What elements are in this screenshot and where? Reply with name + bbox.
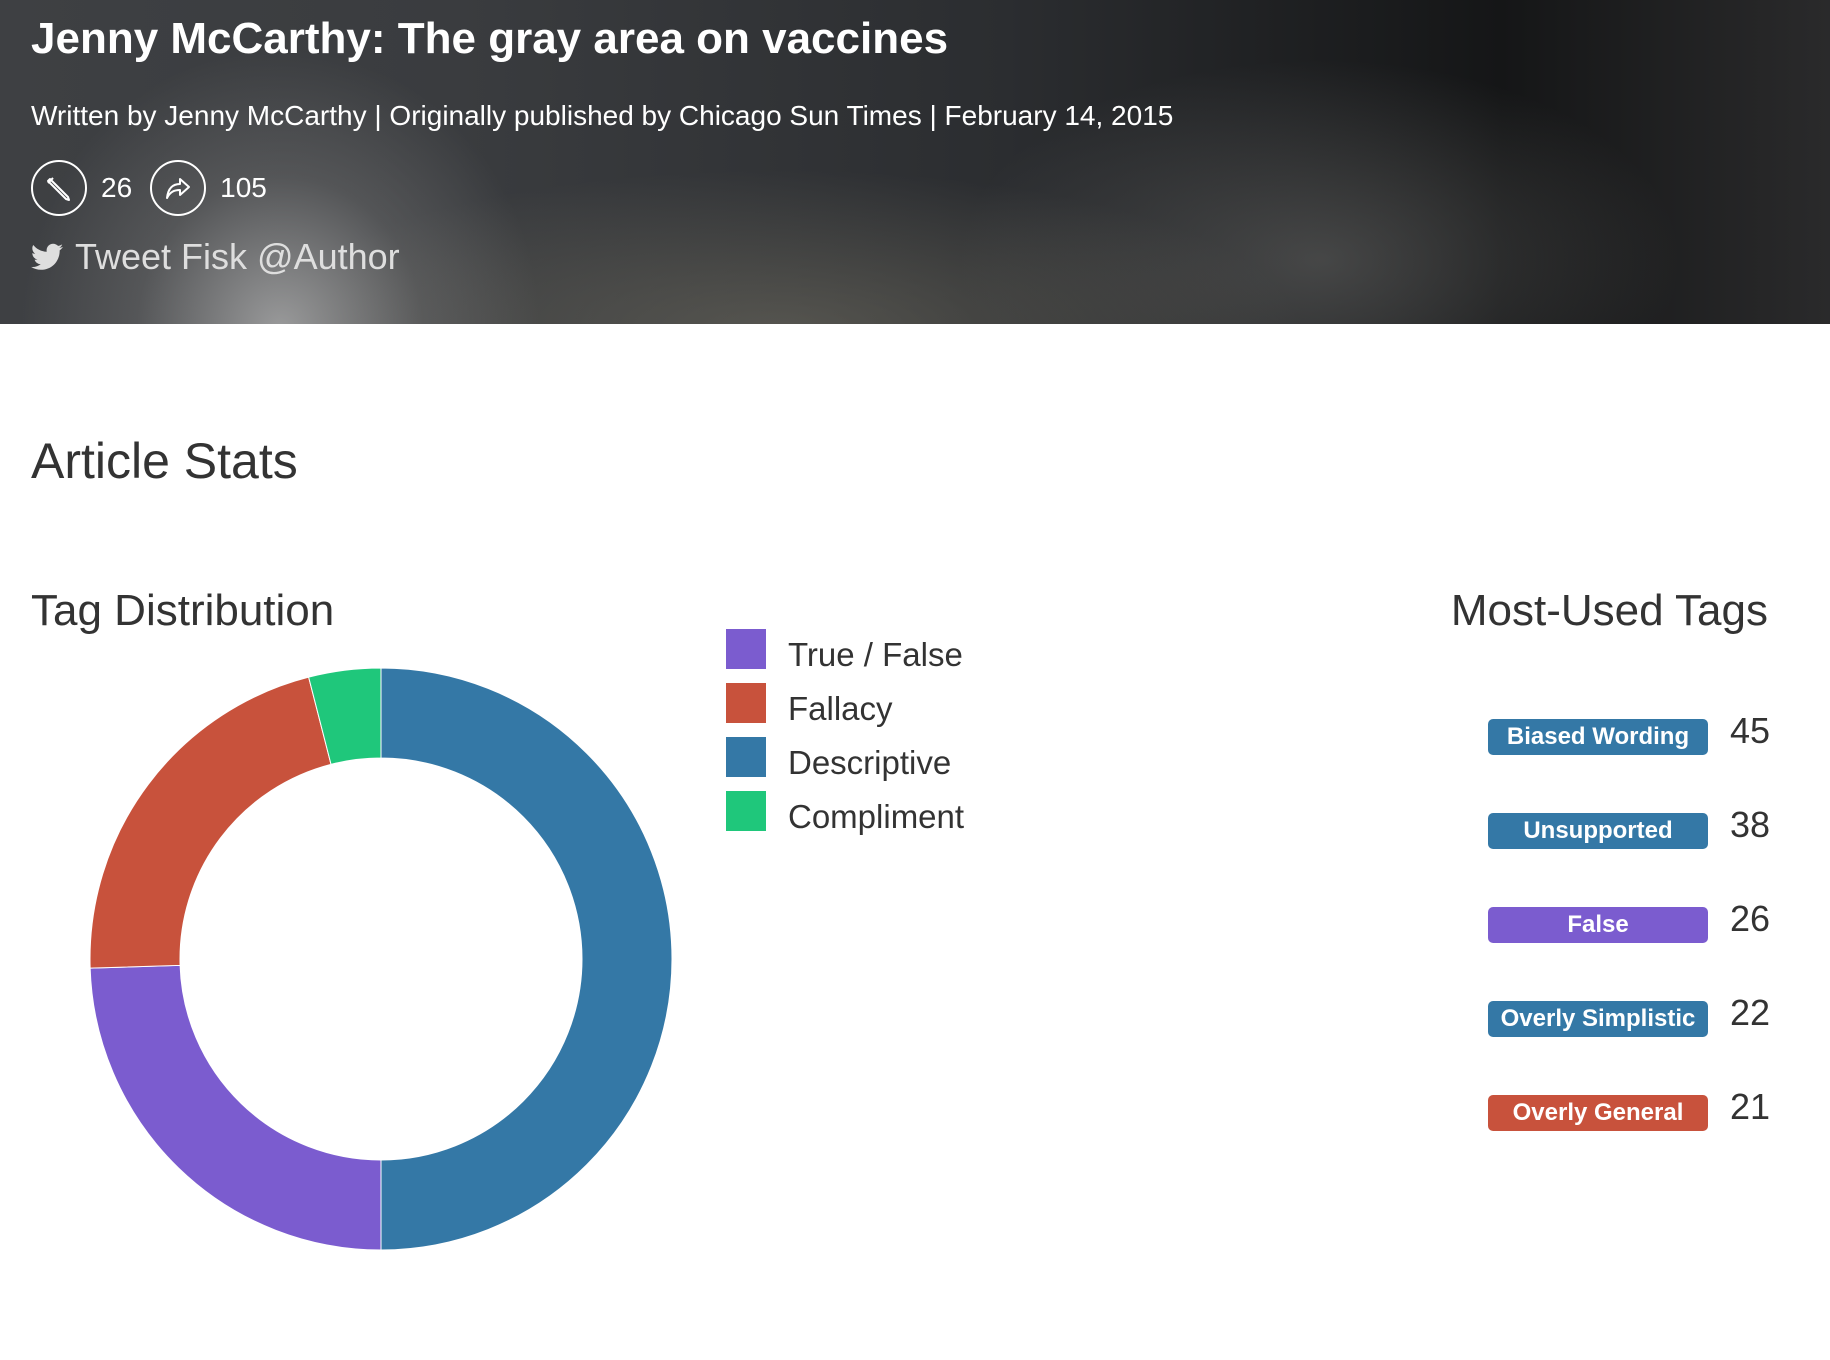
legend-swatch	[726, 791, 766, 831]
most-used-tags-title: Most-Used Tags	[1450, 586, 1768, 635]
donut-slice-true-false[interactable]	[89, 964, 382, 1251]
donut-slice-compliment[interactable]	[308, 667, 382, 765]
tag-count: 22	[1729, 992, 1770, 1033]
tag-row: False 26	[1488, 878, 1770, 972]
article-title: Jenny McCarthy: The gray area on vaccine…	[31, 14, 949, 63]
tag-badge[interactable]: Overly Simplistic	[1488, 1001, 1708, 1037]
legend-label: True / False	[788, 636, 963, 673]
tag-row: Overly General 21	[1488, 1066, 1770, 1160]
legend-swatch	[726, 683, 766, 723]
legend-item: Fallacy	[726, 676, 964, 730]
article-byline: Written by Jenny McCarthy | Originally p…	[31, 100, 1174, 131]
legend-item: Compliment	[726, 784, 964, 838]
legend-swatch	[726, 737, 766, 777]
tag-badge[interactable]: False	[1488, 907, 1708, 943]
legend-item: True / False	[726, 622, 964, 676]
article-header: Jenny McCarthy: The gray area on vaccine…	[0, 0, 1830, 324]
tag-count: 21	[1729, 1086, 1770, 1127]
edit-count: 26	[101, 172, 133, 203]
tag-distribution-title: Tag Distribution	[31, 586, 335, 635]
article-stats-title: Article Stats	[31, 433, 298, 489]
share-arrow-icon	[166, 178, 191, 199]
tag-distribution-donut-chart	[89, 667, 673, 1251]
tag-row: Biased Wording 45	[1488, 690, 1770, 784]
share-button[interactable]	[150, 160, 207, 216]
legend-item: Descriptive	[726, 730, 964, 784]
tweet-author-link[interactable]: Tweet Fisk @Author	[31, 236, 400, 278]
legend-label: Descriptive	[788, 744, 952, 781]
legend-swatch	[726, 629, 766, 669]
tag-count: 26	[1729, 898, 1770, 939]
tag-badge[interactable]: Unsupported	[1488, 813, 1708, 849]
tag-badge[interactable]: Overly General	[1488, 1095, 1708, 1131]
article-counters: 26 105	[31, 158, 285, 218]
share-count: 105	[220, 172, 267, 203]
tag-count: 38	[1729, 804, 1770, 845]
most-used-tags-list: Biased Wording 45 Unsupported 38 False 26 Over…	[1488, 690, 1770, 1160]
pencil-icon	[47, 177, 70, 201]
tweet-link-label: Tweet Fisk @Author	[75, 236, 400, 277]
tag-row: Unsupported 38	[1488, 784, 1770, 878]
legend-label: Compliment	[788, 798, 965, 835]
tag-row: Overly Simplistic 22	[1488, 972, 1770, 1066]
donut-slice-descriptive[interactable]	[380, 667, 673, 1251]
legend-label: Fallacy	[788, 690, 893, 727]
donut-slice-fallacy[interactable]	[89, 676, 332, 969]
tag-badge[interactable]: Biased Wording	[1488, 719, 1708, 755]
tag-count: 45	[1729, 710, 1770, 751]
twitter-bird-icon	[31, 243, 63, 270]
edit-button[interactable]	[31, 160, 87, 216]
chart-legend: True / False Fallacy Descriptive Compliment	[726, 622, 964, 838]
